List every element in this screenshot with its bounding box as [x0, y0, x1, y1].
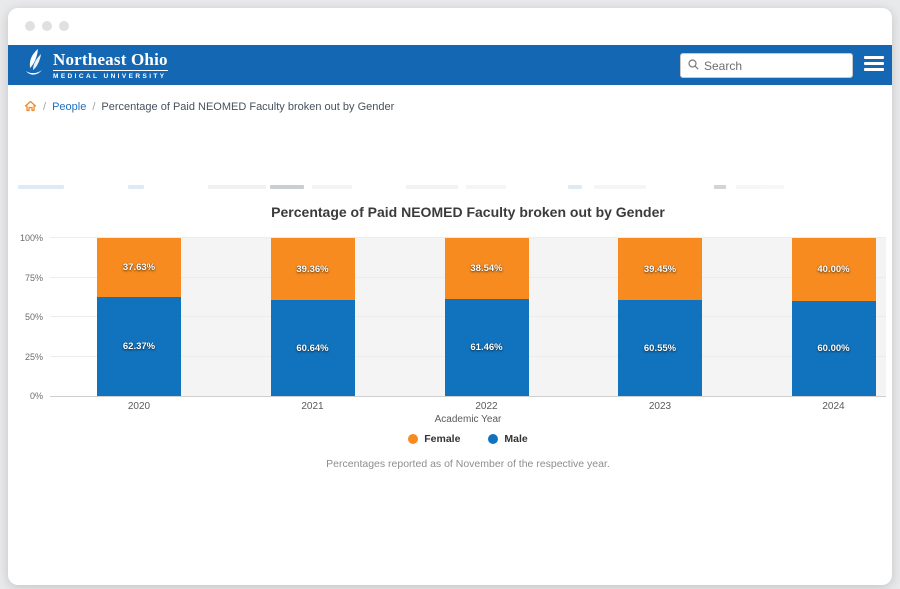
legend-dot — [488, 434, 499, 444]
bar-value-label: 39.36% — [296, 263, 329, 275]
breadcrumb-current-page: Percentage of Paid NEOMED Faculty broken… — [101, 101, 395, 113]
y-tick-label: 0% — [29, 391, 43, 401]
bar-value-label: 38.54% — [470, 262, 503, 274]
plot-band — [702, 238, 792, 396]
x-axis-labels: 2020 2021 2022 2023 2024 — [50, 401, 886, 413]
breadcrumb: / People / Percentage of Paid NEOMED Fac… — [8, 85, 892, 129]
plot-band — [528, 238, 618, 396]
legend-item-male[interactable]: Male — [488, 433, 528, 445]
neomed-logo[interactable]: Northeast Ohio MEDICAL UNIVERSITY — [24, 48, 168, 83]
bar-segment-male-2024[interactable]: 60.00% — [791, 301, 876, 396]
window-dot — [59, 21, 69, 31]
bar-segment-male-2023[interactable]: 60.55% — [618, 300, 702, 396]
plot-band — [875, 238, 886, 396]
bar-segment-female-2022[interactable]: 38.54% — [444, 238, 529, 299]
chart-footnote: Percentages reported as of November of t… — [326, 458, 610, 470]
search-input[interactable] — [704, 58, 845, 73]
x-axis-title: Academic Year — [434, 414, 502, 425]
x-tick-label: 2021 — [301, 401, 324, 412]
menu-icon[interactable] — [864, 56, 886, 74]
legend-label: Male — [504, 433, 528, 445]
logo-line2: MEDICAL UNIVERSITY — [53, 73, 167, 80]
x-tick-label: 2023 — [648, 401, 672, 412]
bar-value-label: 60.55% — [643, 342, 677, 354]
chart-title: Percentage of Paid NEOMED Faculty broken… — [271, 204, 665, 220]
bar-2022[interactable]: 38.54% 61.46% — [444, 238, 529, 396]
x-tick-label: 2020 — [127, 401, 151, 412]
plot-area: 0% 25% 50% 75% 100% 37.63% 62.37% 39.36% 60.64% 3… — [20, 233, 886, 401]
browser-window: Northeast Ohio MEDICAL UNIVERSITY / Peop… — [8, 8, 892, 585]
bar-segment-female-2024[interactable]: 40.00% — [791, 238, 876, 302]
faded-toolbar — [8, 184, 892, 190]
plot-band — [181, 238, 271, 396]
bar-segment-male-2021[interactable]: 60.64% — [270, 300, 355, 396]
search-box[interactable] — [680, 53, 853, 78]
bar-value-label: 62.37% — [122, 341, 156, 353]
legend-label: Female — [424, 433, 461, 445]
y-tick-label: 25% — [24, 351, 43, 362]
x-tick-label: 2022 — [475, 401, 498, 412]
bar-segment-female-2023[interactable]: 39.45% — [618, 238, 702, 301]
bar-value-label: 37.63% — [122, 262, 156, 274]
legend-item-female[interactable]: Female — [408, 433, 460, 445]
bar-segment-female-2021[interactable]: 39.36% — [270, 238, 355, 301]
logo-line1: Northeast Ohio — [53, 50, 168, 71]
search-icon — [688, 57, 699, 75]
bar-2021[interactable]: 39.36% 60.64% — [270, 238, 355, 396]
bar-2024[interactable]: 40.00% 60.00% — [791, 238, 876, 396]
bar-value-label: 61.46% — [470, 341, 503, 353]
bar-2020[interactable]: 37.63% 62.37% — [97, 238, 181, 396]
bar-value-label: 60.64% — [296, 342, 329, 354]
y-tick-label: 100% — [19, 233, 43, 243]
breadcrumb-separator: / — [43, 101, 47, 113]
home-icon[interactable] — [24, 100, 37, 115]
window-titlebar — [8, 8, 892, 45]
window-dot — [25, 21, 35, 31]
bar-segment-male-2022[interactable]: 61.46% — [444, 298, 529, 396]
breadcrumb-separator: / — [92, 101, 96, 113]
feather-icon — [24, 48, 48, 83]
breadcrumb-people-link[interactable]: People — [52, 101, 87, 113]
legend-dot — [408, 434, 419, 444]
bar-2023[interactable]: 39.45% 60.55% — [618, 238, 702, 396]
bar-value-label: 39.45% — [643, 263, 677, 275]
bar-segment-female-2020[interactable]: 37.63% — [97, 238, 181, 298]
plot-band — [354, 238, 445, 396]
gridline — [50, 237, 886, 238]
bar-value-label: 40.00% — [817, 264, 850, 276]
y-tick-label: 75% — [24, 272, 43, 283]
site-header: Northeast Ohio MEDICAL UNIVERSITY — [8, 45, 892, 85]
bar-segment-male-2020[interactable]: 62.37% — [97, 297, 181, 396]
bar-value-label: 60.00% — [817, 343, 850, 355]
x-tick-label: 2024 — [822, 401, 845, 412]
chart-legend: Female Male — [50, 433, 886, 445]
window-dot — [42, 21, 52, 31]
y-tick-label: 50% — [24, 312, 43, 322]
